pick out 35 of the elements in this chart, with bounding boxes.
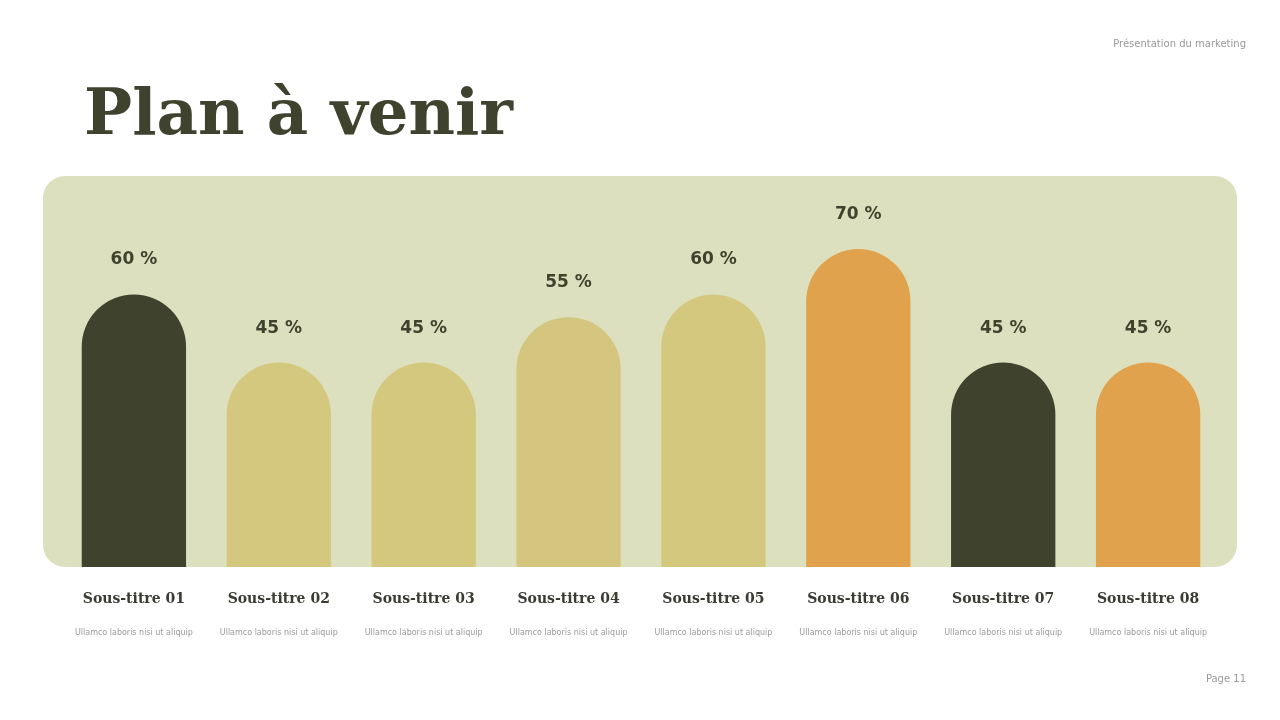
x-tick-label: Sous-titre 06: [807, 590, 910, 606]
data-label: 60 %: [110, 248, 158, 269]
bar: [516, 317, 621, 567]
text: Ullamco laboris nisi ut aliquip: [944, 628, 1063, 637]
x-tick-label: Sous-titre 02: [227, 590, 330, 606]
bar: [951, 362, 1056, 567]
data-label: 45 %: [255, 316, 303, 337]
x-tick-label: Sous-titre 07: [952, 590, 1055, 606]
bar: [371, 362, 476, 567]
text: Ullamco laboris nisi ut aliquip: [364, 628, 483, 637]
bar: [81, 294, 187, 567]
text: Ullamco laboris nisi ut aliquip: [219, 628, 338, 637]
data-label: 45 %: [1124, 316, 1172, 337]
text: Ullamco laboris nisi ut aliquip: [799, 628, 918, 637]
x-tick-label: Sous-titre 01: [82, 590, 185, 606]
data-label: 45 %: [400, 316, 447, 337]
text: Ullamco laboris nisi ut aliquip: [74, 628, 193, 637]
data-label: 70 %: [835, 203, 882, 223]
x-tick-label: Sous-titre 08: [1097, 590, 1200, 606]
text: Page 11: [1205, 673, 1246, 684]
x-tick-label: Sous-titre 05: [662, 590, 765, 606]
data-label: 45 %: [979, 316, 1027, 337]
text: Présentation du marketing: [1113, 38, 1246, 49]
data-label: 55 %: [545, 271, 592, 292]
text: Ullamco laboris nisi ut aliquip: [509, 628, 628, 637]
bar: [1095, 362, 1201, 567]
text: Ullamco laboris nisi ut aliquip: [1089, 628, 1208, 637]
x-tick-label: Sous-titre 03: [372, 590, 475, 606]
data-label: 60 %: [690, 248, 737, 269]
chart-title: Plan à venir: [84, 74, 515, 149]
bar: [661, 294, 766, 567]
text: Ullamco laboris nisi ut aliquip: [654, 628, 773, 637]
bar: [226, 362, 331, 567]
bar: [806, 249, 911, 567]
x-tick-label: Sous-titre 04: [517, 590, 620, 606]
